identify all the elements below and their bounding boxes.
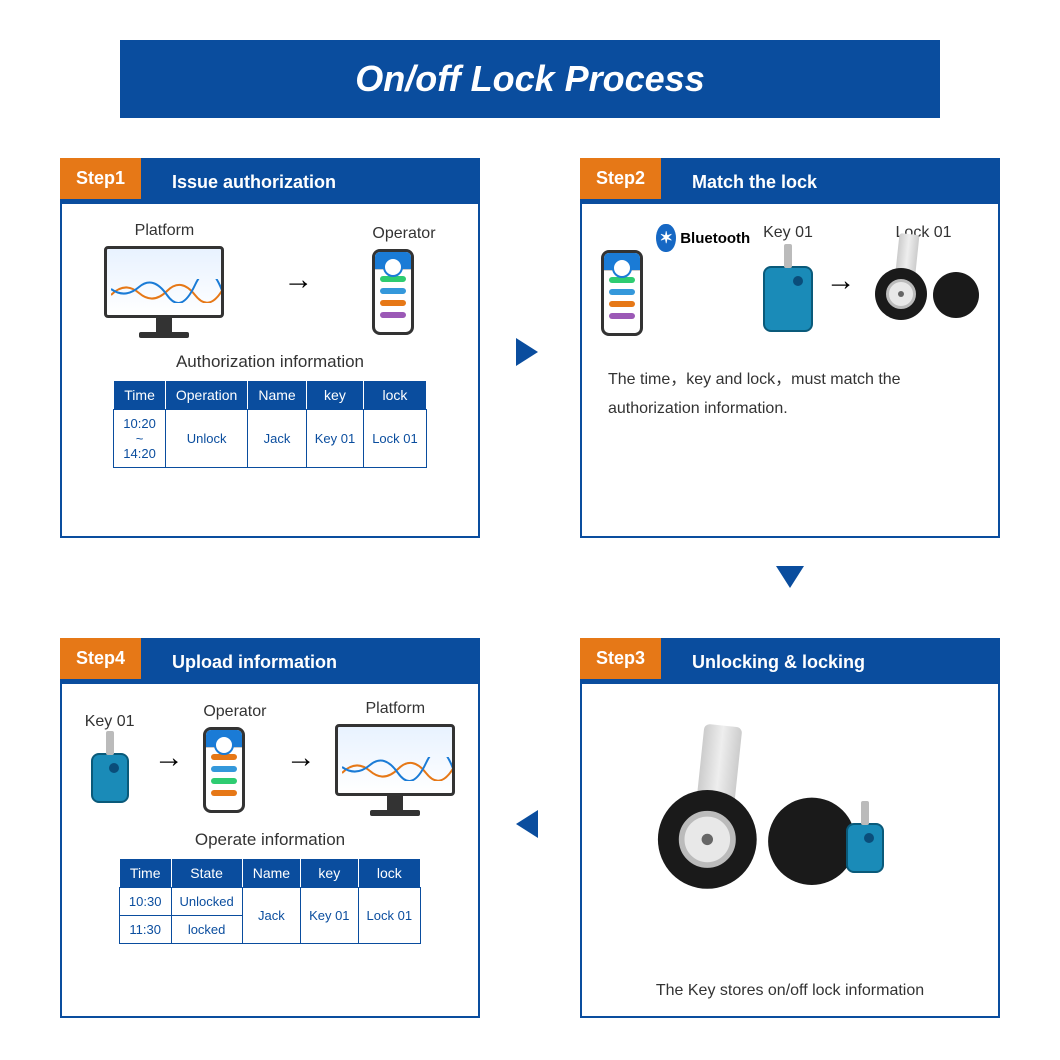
th: lock: [358, 859, 421, 888]
arrow-icon: →: [286, 741, 316, 775]
flow-arrow-3: [516, 810, 538, 838]
td: Unlock: [165, 410, 247, 468]
card-step1: Step1 Issue authorization Platform → Ope…: [60, 158, 480, 538]
step4-table-title: Operate information: [78, 830, 462, 850]
td: Lock 01: [364, 410, 427, 468]
td: Unlocked: [171, 888, 242, 916]
key-fob-icon: [91, 753, 129, 803]
td: Lock 01: [358, 888, 421, 944]
card-step3: Step3 Unlocking & locking The Key stores…: [580, 638, 1000, 1018]
th: Name: [248, 381, 306, 410]
lock-label: Lock 01: [869, 224, 979, 242]
step3-tab: Step3: [580, 638, 661, 679]
cam-lock-icon: [869, 248, 979, 328]
phone-icon: [203, 727, 245, 813]
card-step4: Step4 Upload information Key 01 → Operat…: [60, 638, 480, 1018]
operator-label: Operator: [372, 225, 435, 243]
arrow-icon: →: [826, 264, 856, 298]
td: 10:20 ~ 14:20: [114, 410, 166, 468]
td: 10:30: [119, 888, 171, 916]
step3-caption: The Key stores on/off lock information: [582, 982, 998, 1000]
step4-table: Time State Name key lock 10:30 Unlocked …: [119, 858, 421, 944]
arrow-icon: →: [283, 263, 313, 297]
th: Time: [119, 859, 171, 888]
step2-desc: The time，key and lock，must match the aut…: [598, 366, 982, 424]
td: Key 01: [301, 888, 358, 944]
phone-icon: [601, 250, 643, 336]
arrow-icon: →: [154, 741, 184, 775]
key-label: Key 01: [763, 224, 813, 242]
operator-label: Operator: [203, 703, 266, 721]
th: Name: [242, 859, 300, 888]
th: key: [306, 381, 363, 410]
th: State: [171, 859, 242, 888]
platform-label: Platform: [335, 700, 455, 718]
td: Jack: [248, 410, 306, 468]
platform-label: Platform: [104, 222, 224, 240]
monitor-icon: [335, 724, 455, 816]
td: 11:30: [119, 916, 171, 944]
cam-lock-icon: [647, 752, 856, 904]
th: lock: [364, 381, 427, 410]
th: key: [301, 859, 358, 888]
flow-arrow-1: [516, 338, 538, 366]
step4-tab: Step4: [60, 638, 141, 679]
td: locked: [171, 916, 242, 944]
flow-arrow-2: [776, 566, 804, 588]
td: Jack: [242, 888, 300, 944]
bluetooth-text: Bluetooth: [680, 230, 750, 247]
key-label: Key 01: [85, 713, 135, 731]
key-fob-icon: [846, 823, 884, 873]
page-title: On/off Lock Process: [120, 40, 940, 118]
key-fob-icon: [763, 266, 813, 332]
process-grid: Step1 Issue authorization Platform → Ope…: [60, 158, 1000, 1018]
bluetooth-label: ✶ Bluetooth: [656, 224, 750, 252]
monitor-icon: [104, 246, 224, 338]
bluetooth-icon: ✶: [656, 224, 676, 252]
th: Operation: [165, 381, 247, 410]
step1-table-title: Authorization information: [78, 352, 462, 372]
th: Time: [114, 381, 166, 410]
card-step2: Step2 Match the lock ✶ Bluetooth: [580, 158, 1000, 538]
td: Key 01: [306, 410, 363, 468]
step1-tab: Step1: [60, 158, 141, 199]
step2-tab: Step2: [580, 158, 661, 199]
step1-table: Time Operation Name key lock 10:20 ~ 14:…: [113, 380, 426, 468]
phone-icon: [372, 249, 414, 335]
